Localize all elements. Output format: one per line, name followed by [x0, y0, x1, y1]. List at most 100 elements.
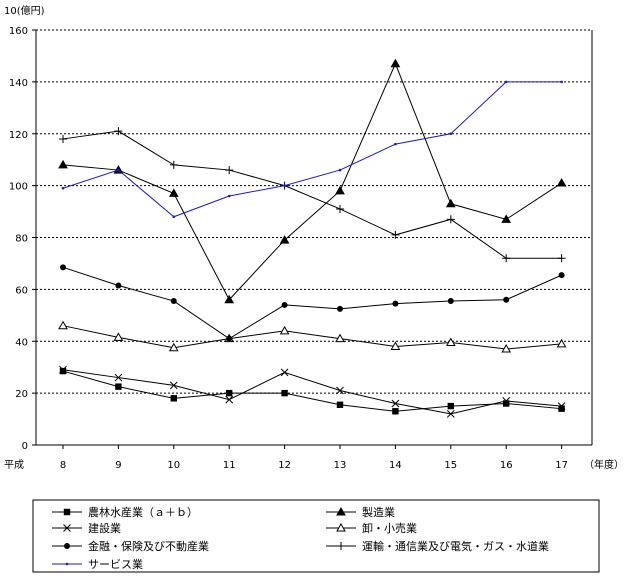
y-tick-labels: 0 20 40 60 80 100 120 140 160	[9, 26, 36, 452]
series-line	[62, 325, 562, 350]
x-tick-label: 12	[278, 460, 291, 471]
x-tick-label: 10	[167, 460, 180, 471]
data-point	[335, 333, 345, 343]
data-point	[503, 400, 510, 407]
data-point	[225, 166, 234, 175]
legend-label: 製造業	[362, 505, 395, 519]
legend-item: 金融・保険及び不動産業	[52, 539, 209, 553]
data-point	[117, 168, 120, 172]
legend-item: 農林水産業（ａ＋ｂ）	[52, 505, 198, 519]
x-suffix-label: （年度）	[584, 458, 624, 471]
data-point	[556, 178, 567, 187]
series-3	[58, 320, 567, 353]
data-point	[504, 80, 508, 84]
data-point	[336, 204, 344, 213]
data-point	[501, 344, 512, 353]
x-tick-label: 17	[555, 460, 568, 471]
series-line	[62, 266, 562, 340]
series-line	[62, 369, 562, 415]
data-point	[59, 367, 67, 375]
data-point	[113, 332, 124, 341]
legend-item: 卸・小売業	[326, 521, 417, 535]
data-point	[446, 410, 455, 418]
y-tick-label: 20	[15, 389, 28, 400]
data-point	[446, 215, 455, 224]
data-point	[226, 389, 233, 397]
legend-box	[32, 499, 600, 573]
data-point	[63, 508, 71, 516]
series-2	[59, 365, 566, 418]
x-tick-labels: 8 9 10 11 12 13 14 15 16 17	[60, 445, 568, 471]
data-point	[335, 185, 345, 195]
legend-label: 金融・保険及び不動産業	[88, 539, 209, 553]
y-tick-label: 60	[15, 285, 28, 296]
data-point	[501, 214, 512, 223]
series-line	[62, 81, 562, 218]
gridlines	[36, 29, 592, 394]
data-point	[169, 160, 178, 169]
data-point	[58, 159, 68, 169]
data-point	[391, 230, 400, 239]
data-point	[227, 194, 231, 198]
data-point	[226, 335, 233, 342]
legend-item: 運輸・通信業及び電気・ガス・水道業	[326, 539, 549, 553]
x-tick-label: 8	[60, 460, 66, 471]
x-tick-label: 15	[444, 460, 457, 471]
data-point	[281, 301, 288, 308]
data-point	[114, 127, 123, 136]
y-tick-label: 100	[9, 182, 28, 193]
series-0	[59, 367, 565, 415]
data-point	[336, 386, 344, 395]
data-point	[170, 298, 177, 305]
series-line	[62, 62, 562, 301]
data-point	[390, 341, 401, 350]
x-tick-label: 9	[115, 460, 121, 471]
y-tick-label: 120	[9, 130, 28, 141]
data-point	[336, 401, 344, 408]
legend-item: 建設業	[52, 521, 121, 535]
data-point	[557, 402, 566, 410]
data-point	[394, 142, 397, 146]
data-point	[65, 562, 69, 566]
data-point	[337, 542, 345, 550]
data-point	[114, 373, 123, 382]
data-point	[338, 168, 342, 172]
data-point	[557, 254, 566, 263]
data-point	[445, 198, 456, 208]
series-4	[60, 264, 565, 342]
data-point	[337, 305, 343, 312]
data-point	[168, 188, 179, 197]
data-point	[558, 405, 565, 412]
data-point	[336, 506, 346, 516]
legend-label: サービス業	[88, 558, 143, 571]
data-point	[63, 524, 71, 532]
data-point	[64, 543, 70, 549]
y-tick-label: 0	[22, 441, 28, 452]
series-5	[59, 127, 566, 263]
legend-label: 建設業	[88, 521, 121, 535]
legend-label: 卸・小売業	[362, 521, 417, 535]
data-point	[172, 215, 176, 219]
data-point	[558, 272, 565, 279]
legend-label: 運輸・通信業及び電気・ガス・水道業	[362, 539, 549, 553]
data-point	[391, 399, 400, 408]
series-lines	[58, 58, 567, 418]
data-point	[336, 522, 346, 532]
data-point	[283, 184, 286, 187]
x-prefix-label: 平成	[4, 459, 24, 471]
data-point	[280, 368, 289, 377]
data-point	[392, 408, 399, 415]
legend-item: 製造業	[326, 505, 395, 519]
legend-item: サービス業	[52, 558, 143, 571]
data-point	[224, 294, 235, 304]
data-point	[447, 402, 454, 410]
y-unit-label: 10(億円)	[4, 4, 45, 17]
y-tick-label: 140	[9, 78, 28, 89]
data-point	[58, 320, 68, 330]
data-point	[502, 254, 511, 263]
legend-label: 農林水産業（ａ＋ｂ）	[88, 505, 198, 519]
data-point	[59, 134, 67, 143]
x-tick-label: 14	[389, 460, 402, 471]
